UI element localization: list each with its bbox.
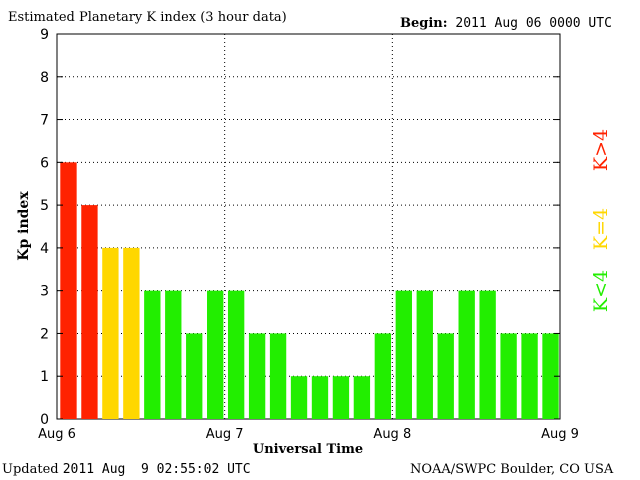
y-axis-label: Kp index	[16, 191, 32, 261]
begin-label: Begin:	[400, 16, 448, 31]
updated-label: Updated	[2, 462, 59, 477]
legend-k-less-4: K<4	[590, 269, 612, 313]
kp-bar	[290, 376, 308, 419]
y-tick-label: 4	[40, 241, 49, 257]
kp-bar	[458, 290, 475, 419]
credit-text: NOAA/SWPC Boulder, CO USA	[410, 462, 614, 477]
y-tick-label: 7	[40, 113, 49, 129]
kp-bar	[332, 376, 350, 419]
plot-area-frame	[56, 33, 561, 420]
kp-bar	[542, 333, 559, 419]
kp-bar	[416, 290, 433, 419]
kp-bar	[269, 333, 287, 419]
kp-bar	[500, 333, 517, 419]
kp-bar	[123, 247, 140, 419]
kp-bar	[60, 162, 77, 420]
x-tick-label: Aug 9	[541, 427, 579, 442]
kp-bar	[207, 290, 224, 419]
x-tick-label: Aug 6	[38, 427, 76, 442]
kp-bar	[521, 333, 538, 419]
y-tick-label: 2	[40, 326, 49, 342]
kp-bar	[248, 333, 266, 419]
kp-bar	[186, 333, 203, 419]
x-tick-label: Aug 7	[206, 427, 244, 442]
begin-timestamp: Begin: 2011 Aug 06 0000 UTC	[400, 16, 612, 31]
grid-lines	[57, 34, 560, 419]
bar-series	[60, 162, 559, 420]
kp-bar	[311, 376, 329, 419]
y-tick-label: 8	[40, 70, 49, 86]
kp-bar	[374, 333, 392, 419]
chart-title: Estimated Planetary K index (3 hour data…	[8, 10, 287, 25]
kp-bar	[81, 205, 98, 419]
kp-bar	[437, 333, 454, 419]
y-tick-label: 0	[40, 412, 49, 428]
kp-bar	[227, 290, 245, 419]
updated-timestamp: Updated 2011 Aug 9 02:55:02 UTC	[2, 462, 251, 477]
y-tick-label: 5	[40, 198, 49, 214]
kp-bar	[479, 290, 496, 419]
kp-bar	[165, 290, 182, 419]
y-axis-ticks: 0 1 2 3 4 5 6 7 8 9	[40, 27, 560, 428]
legend-k-greater-4: K>4	[590, 128, 612, 172]
kp-bar	[395, 290, 412, 419]
y-tick-label: 1	[40, 369, 49, 385]
kp-bar	[102, 247, 119, 419]
y-tick-label: 9	[40, 27, 49, 43]
begin-value: 2011 Aug 06 0000 UTC	[455, 16, 612, 31]
y-tick-label: 3	[40, 284, 49, 300]
x-axis-label: Universal Time	[253, 442, 363, 457]
y-tick-label: 6	[40, 155, 49, 171]
kp-bar	[144, 290, 161, 419]
kp-bar	[353, 376, 371, 419]
updated-value: 2011 Aug 9 02:55:02 UTC	[62, 462, 251, 477]
x-tick-label: Aug 8	[373, 427, 411, 442]
x-axis-ticks: Aug 6 Aug 7 Aug 8 Aug 9	[38, 427, 579, 442]
